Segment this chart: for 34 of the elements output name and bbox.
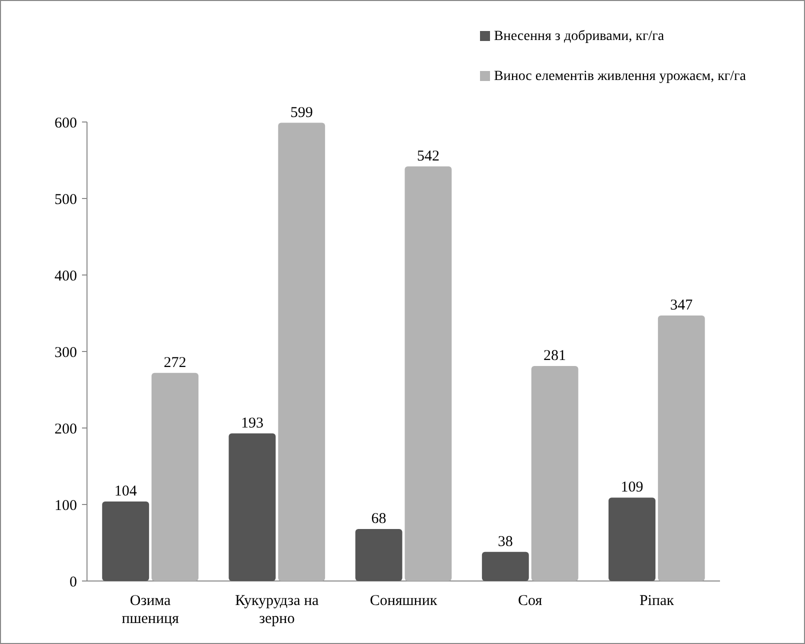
x-tick-label: Соя: [518, 593, 542, 609]
data-label: 109: [620, 480, 644, 496]
data-label: 38: [498, 534, 513, 550]
x-tick-label: Кукурудза на зерно: [235, 593, 320, 627]
y-tick-label: 600: [54, 115, 77, 132]
y-tick-label: 500: [54, 192, 77, 208]
y-tick-label: 400: [54, 268, 77, 284]
data-label: 542: [416, 148, 440, 164]
data-label: 272: [164, 354, 186, 371]
y-tick-label: 200: [54, 421, 77, 438]
data-label: 193: [240, 415, 264, 432]
x-tick-label: Озима пшениця: [122, 593, 180, 627]
bar: [355, 528, 402, 581]
y-tick-label: 0: [70, 574, 77, 590]
x-tick-label: Ріпак: [639, 593, 675, 609]
legend-label: Винос елементів живлення урожаєм, кг/га: [494, 69, 747, 84]
data-label: 68: [371, 510, 386, 527]
bar: [608, 498, 656, 581]
data-label: 347: [670, 298, 694, 314]
bar: [152, 372, 198, 581]
bar: [102, 501, 150, 581]
bar: [658, 316, 705, 581]
data-label: 104: [114, 483, 138, 500]
bar: [482, 552, 529, 581]
y-tick-label: 300: [54, 344, 77, 361]
bar: [404, 166, 452, 581]
data-label: 599: [290, 104, 313, 121]
legend-label: Внесення з добривами, кг/га: [494, 29, 665, 44]
y-tick-label: 100: [54, 498, 77, 514]
bar: [278, 122, 326, 581]
data-label: 281: [544, 348, 566, 364]
bar: [228, 433, 276, 581]
x-tick-label: Соняшник: [370, 593, 438, 609]
bar: [531, 366, 578, 581]
